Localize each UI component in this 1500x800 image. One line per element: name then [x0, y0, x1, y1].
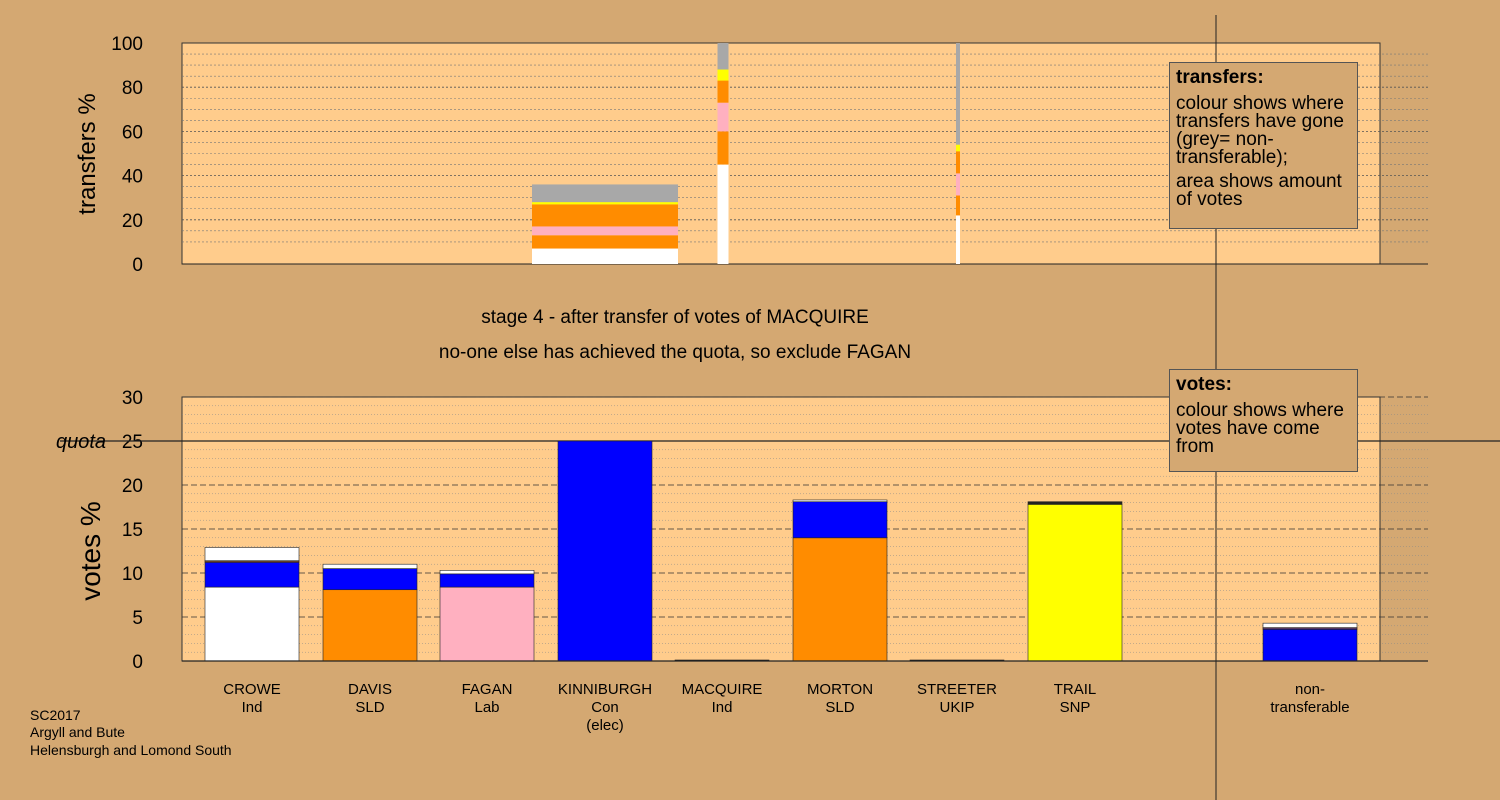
- votes-ylabel: votes %: [75, 501, 106, 601]
- votes-bar-segment: [322, 589, 418, 662]
- candidate-party-label: SNP: [1060, 699, 1091, 716]
- votes-ytick-label: 15: [122, 520, 143, 541]
- votes-ytick-label: 25: [122, 432, 143, 453]
- candidate-party-label: UKIP: [939, 699, 974, 716]
- candidate-name-label: TRAIL: [1054, 681, 1097, 698]
- candidate-party-label: Con: [591, 699, 619, 716]
- footer-line-2: Argyll and Bute: [30, 724, 125, 740]
- votes-bar-segment: [204, 586, 300, 662]
- title-line-2: no-one else has achieved the quota, so e…: [439, 342, 911, 363]
- votes-ytick-label: 0: [132, 652, 143, 673]
- candidate-name-label: FAGAN: [462, 681, 513, 698]
- transfers-bar-segment: [717, 102, 729, 132]
- votes-bar-segment: [557, 440, 653, 662]
- transfers-bar-segment: [532, 202, 678, 205]
- transfers-bar-segment: [956, 151, 960, 174]
- transfers-bar-segment: [717, 43, 729, 70]
- votes-bar-segment: [322, 568, 418, 591]
- transfers-bar-segment: [956, 215, 960, 264]
- transfers-bar-segment: [956, 144, 960, 152]
- transfers-bar-segment: [532, 235, 678, 249]
- candidate-name-label: non-: [1295, 681, 1325, 698]
- candidate-party-label: SLD: [825, 699, 854, 716]
- transfers-bar-segment: [717, 164, 729, 264]
- candidate-name-label: MACQUIRE: [682, 681, 763, 698]
- transfers-bar-segment: [956, 43, 960, 145]
- legend-transfers-text-2: area shows amount of votes: [1176, 171, 1342, 210]
- votes-bar-segment: [204, 562, 300, 588]
- candidate-name-label: STREETER: [917, 681, 997, 698]
- transfers-bar-segment: [717, 80, 729, 103]
- candidate-party-label: Ind: [242, 699, 263, 716]
- legend-transfers-text-1: colour shows where transfers have gone (…: [1176, 93, 1344, 168]
- votes-ytick-label: 30: [122, 388, 143, 409]
- votes-bar-segment: [439, 586, 535, 662]
- legend-transfers: transfers: colour shows where transfers …: [1169, 62, 1358, 229]
- transfers-ytick-label: 100: [111, 34, 143, 55]
- votes-bar-segment: [792, 501, 888, 539]
- transfers-ytick-label: 40: [122, 167, 143, 188]
- candidate-name-label: MORTON: [807, 681, 873, 698]
- quota-label: quota: [56, 431, 106, 453]
- votes-ytick-label: 5: [132, 608, 143, 629]
- votes-bar-segment: [1262, 622, 1358, 628]
- footer-line-1: SC2017: [30, 707, 81, 723]
- votes-bar-segment: [439, 573, 535, 588]
- candidate-party-label: transferable: [1270, 699, 1349, 716]
- transfers-bar-segment: [532, 204, 678, 227]
- votes-bar-segment: [1027, 501, 1123, 505]
- transfers-bar-segment: [717, 69, 729, 81]
- candidate-party-label: SLD: [355, 699, 384, 716]
- footer-line-3: Helensburgh and Lomond South: [30, 742, 232, 758]
- transfers-bar-segment: [956, 173, 960, 196]
- transfers-ytick-label: 0: [132, 255, 143, 276]
- transfers-bar-segment: [956, 195, 960, 216]
- votes-ytick-label: 20: [122, 476, 143, 497]
- legend-transfers-title: transfers:: [1176, 67, 1264, 88]
- transfers-bar-segment: [532, 226, 678, 236]
- candidate-name-label: DAVIS: [348, 681, 392, 698]
- transfers-ytick-label: 60: [122, 122, 143, 143]
- title-line-1: stage 4 - after transfer of votes of MAC…: [481, 307, 869, 328]
- votes-bar-segment: [1262, 629, 1358, 662]
- candidate-status-label: (elec): [586, 717, 624, 734]
- transfers-ytick-label: 20: [122, 211, 143, 232]
- transfers-bar-segment: [532, 184, 678, 203]
- votes-bar-segment: [204, 547, 300, 561]
- transfers-bar-segment: [717, 131, 729, 165]
- candidate-name-label: KINNIBURGH: [558, 681, 652, 698]
- candidate-party-label: Lab: [474, 699, 499, 716]
- transfers-ytick-label: 80: [122, 78, 143, 99]
- legend-votes-title: votes:: [1176, 374, 1232, 395]
- transfers-bar-segment: [532, 248, 678, 264]
- legend-votes: votes: colour shows where votes have com…: [1169, 369, 1358, 472]
- votes-bar-segment: [792, 499, 888, 503]
- candidate-name-label: CROWE: [223, 681, 281, 698]
- candidate-party-label: Ind: [712, 699, 733, 716]
- transfers-ylabel: transfers %: [74, 93, 101, 214]
- legend-votes-text: colour shows where votes have come from: [1176, 400, 1344, 457]
- votes-bar-segment: [439, 570, 535, 575]
- votes-bar-segment: [792, 537, 888, 662]
- votes-bar-segment: [1027, 504, 1123, 662]
- votes-ytick-label: 10: [122, 564, 143, 585]
- votes-bar-segment: [322, 563, 418, 569]
